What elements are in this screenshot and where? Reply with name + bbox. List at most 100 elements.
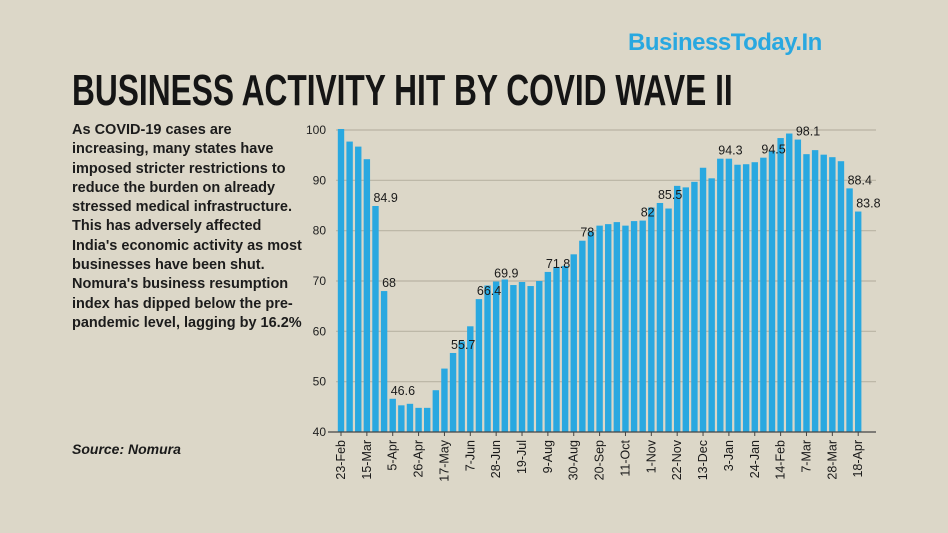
bar	[415, 407, 422, 432]
data-label: 69.9	[494, 267, 518, 281]
bar	[811, 150, 819, 432]
data-label: 84.9	[373, 191, 397, 205]
x-tick-label: 13-Dec	[696, 440, 710, 480]
data-label: 46.6	[391, 384, 415, 398]
bar	[648, 207, 655, 432]
bar	[665, 208, 672, 432]
x-tick-label: 20-Sep	[593, 440, 607, 480]
bar	[855, 211, 862, 432]
brand-logo: BusinessToday.In	[628, 29, 822, 56]
x-tick-label: 7-Jun	[463, 440, 477, 471]
x-tick-label: 17-May	[437, 439, 451, 481]
bar	[768, 151, 776, 432]
bar	[820, 154, 827, 432]
data-label: 55.7	[451, 338, 475, 352]
bar	[717, 158, 724, 432]
bar	[803, 154, 810, 432]
data-label: 68	[382, 276, 396, 290]
x-tick-label: 3-Jan	[722, 440, 736, 471]
bar	[691, 181, 698, 432]
bar	[449, 352, 457, 432]
bar	[441, 368, 448, 432]
bar	[751, 162, 758, 433]
bar	[622, 225, 629, 432]
bar	[380, 291, 388, 432]
bar	[492, 281, 500, 432]
bar	[484, 285, 491, 432]
x-tick-label: 22-Nov	[670, 439, 684, 480]
y-tick-label: 90	[313, 173, 327, 187]
bar	[544, 271, 552, 432]
x-tick-label: 26-Apr	[412, 440, 426, 478]
bar	[630, 221, 638, 432]
bar	[760, 157, 767, 432]
data-label: 94.3	[718, 144, 742, 158]
bar	[708, 178, 715, 432]
bar	[673, 185, 681, 432]
bar	[346, 141, 353, 432]
bar	[579, 240, 586, 432]
bar	[639, 220, 646, 432]
bar	[372, 206, 379, 432]
bar	[613, 222, 621, 432]
bar	[510, 285, 517, 432]
bar	[777, 138, 784, 432]
bar	[829, 157, 836, 432]
x-tick-label: 28-Jun	[489, 440, 503, 478]
x-tick-label: 23-Feb	[334, 440, 348, 480]
x-tick-label: 19-Jul	[515, 440, 529, 474]
bar	[682, 187, 689, 432]
chart-title: BUSINESS ACTIVITY HIT BY COVID WAVE II	[72, 66, 733, 115]
bar	[432, 390, 440, 432]
bar	[786, 133, 793, 433]
x-tick-label: 30-Aug	[567, 440, 581, 480]
y-tick-label: 100	[306, 123, 326, 137]
bar	[570, 254, 577, 432]
data-label: 98.1	[796, 125, 820, 139]
bar	[725, 158, 733, 432]
data-label: 83.8	[856, 197, 880, 211]
x-tick-label: 5-Apr	[386, 440, 400, 471]
bar	[699, 167, 707, 432]
y-tick-label: 70	[313, 274, 327, 288]
data-label: 94.5	[761, 143, 785, 157]
bar	[398, 405, 405, 432]
bar	[363, 159, 371, 432]
bar	[424, 407, 431, 432]
y-tick-label: 50	[313, 375, 327, 389]
y-tick-label: 40	[313, 425, 327, 439]
bar	[734, 164, 741, 433]
data-label: 88.4	[848, 173, 872, 187]
bar	[475, 299, 483, 432]
x-tick-label: 24-Jan	[748, 440, 762, 478]
bar	[837, 161, 845, 432]
bar	[458, 341, 465, 432]
x-tick-label: 7-Mar	[799, 440, 813, 473]
data-label: 85.5	[658, 188, 682, 202]
source-note: Source: Nomura	[72, 441, 181, 457]
x-tick-label: 28-Mar	[825, 440, 839, 480]
bar	[846, 188, 853, 432]
bar	[337, 128, 345, 432]
description-text: As COVID-19 cases are increasing, many s…	[72, 122, 302, 331]
bar	[355, 146, 362, 433]
x-tick-label: 14-Feb	[774, 440, 788, 480]
data-label: 78	[580, 226, 594, 240]
data-label: 66.4	[477, 284, 501, 298]
x-tick-label: 11-Oct	[618, 439, 632, 476]
bar	[596, 225, 603, 432]
x-tick-label: 18-Apr	[851, 440, 865, 478]
bar	[561, 265, 569, 432]
bar	[518, 282, 526, 432]
bar	[389, 398, 396, 432]
bar	[406, 403, 414, 432]
y-tick-label: 60	[313, 324, 327, 338]
bar	[587, 231, 595, 432]
bar	[794, 139, 802, 432]
bar	[742, 164, 750, 432]
x-tick-label: 9-Aug	[541, 440, 555, 473]
bar	[536, 281, 543, 432]
y-tick-label: 80	[313, 224, 327, 238]
data-label: 82	[641, 206, 655, 220]
